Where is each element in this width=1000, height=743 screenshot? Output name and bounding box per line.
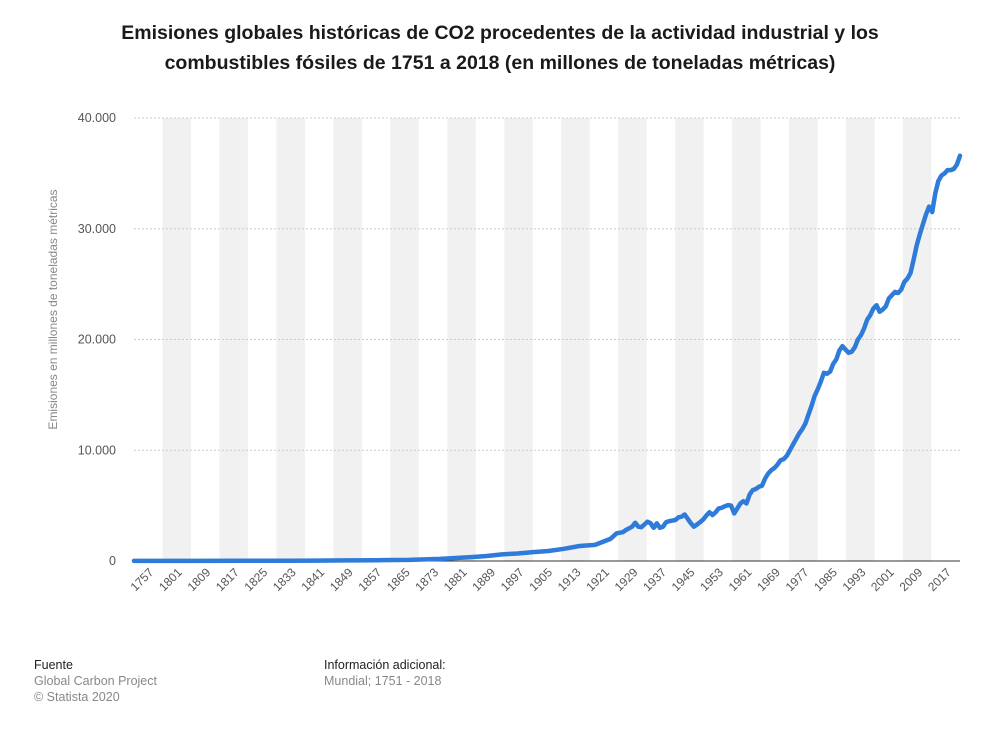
x-tick-label: 1865 — [384, 565, 413, 594]
source-name[interactable]: Global Carbon Project — [34, 674, 157, 688]
chart-title: Emisiones globales históricas de CO2 pro… — [40, 18, 960, 78]
y-tick-label: 20.000 — [78, 333, 116, 347]
x-tick-label: 1889 — [469, 565, 498, 594]
x-tick-label: 1881 — [441, 565, 470, 594]
x-tick-label: 1801 — [156, 565, 185, 594]
x-tick-label: 2017 — [925, 565, 954, 594]
chart-title-line-1: Emisiones globales históricas de CO2 pro… — [121, 22, 879, 44]
x-tick-label: 1809 — [185, 565, 214, 594]
y-tick-label: 30.000 — [78, 222, 116, 236]
y-tick-label: 0 — [109, 554, 116, 568]
x-tick-label: 1897 — [498, 565, 527, 594]
x-tick-label: 1849 — [327, 565, 356, 594]
x-tick-label: 1945 — [669, 565, 698, 594]
series-line[interactable] — [131, 153, 963, 564]
x-tick-label: 1929 — [612, 565, 641, 594]
x-tick-label: 1841 — [298, 565, 327, 594]
x-tick-label: 1873 — [412, 565, 441, 594]
x-tick-label: 2009 — [897, 565, 926, 594]
additional-info-heading[interactable]: Información adicional: — [324, 658, 446, 672]
x-tick-label: 1817 — [213, 565, 242, 594]
x-tick-label: 1937 — [640, 565, 669, 594]
additional-info-block: Información adicional: Mundial; 1751 - 2… — [324, 657, 446, 689]
x-tick-label: 1977 — [783, 565, 812, 594]
x-tick-label: 1993 — [840, 565, 869, 594]
x-tick-label: 1913 — [555, 565, 584, 594]
x-tick-label: 1833 — [270, 565, 299, 594]
additional-info-text: Mundial; 1751 - 2018 — [324, 674, 442, 688]
x-tick-label: 1953 — [697, 565, 726, 594]
x-axis-tick-labels: 1757 1801 1809 1817 1825 1833 1841 1849 1857 1865… — [128, 565, 955, 594]
chart-title-line-2: combustibles fósiles de 1751 a 2018 (en … — [164, 52, 836, 74]
x-tick-label: 1825 — [242, 565, 271, 594]
source-block: Fuente Global Carbon Project © Statista … — [34, 657, 157, 705]
x-tick-label: 1921 — [583, 565, 612, 594]
grid-lines — [134, 117, 960, 451]
source-heading: Fuente — [34, 658, 73, 672]
y-tick-label: 10.000 — [78, 443, 116, 457]
x-tick-label: 1969 — [754, 565, 783, 594]
x-tick-label: 1857 — [355, 565, 384, 594]
y-axis-tick-labels: 0 10.000 20.000 30.000 40.000 — [78, 111, 116, 568]
x-tick-label: 1961 — [726, 565, 755, 594]
copyright-text: © Statista 2020 — [34, 690, 120, 704]
x-tick-label: 1985 — [811, 565, 840, 594]
x-tick-label: 1905 — [526, 565, 555, 594]
y-tick-label: 40.000 — [78, 111, 116, 125]
x-tick-label: 1757 — [128, 565, 157, 594]
y-axis-title: Emisiones en millones de toneladas métri… — [46, 189, 60, 429]
x-tick-label: 2001 — [868, 565, 897, 594]
